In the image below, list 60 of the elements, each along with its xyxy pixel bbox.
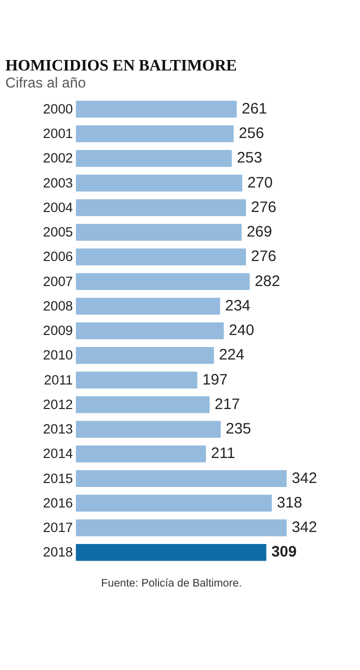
data-label: 342 [292,470,318,487]
y-tick-label: 2016 [42,495,73,510]
data-label: 234 [225,297,250,314]
y-tick-label: 2015 [42,470,73,486]
data-label: 261 [242,100,268,118]
source-note: Fuente: Policía de Baltimore. [101,578,242,590]
bar [76,544,266,561]
data-label: 197 [202,371,228,388]
bar [76,174,242,192]
bar [76,322,224,340]
bar [76,150,232,167]
y-tick-label: 2012 [42,396,73,412]
data-label: 240 [228,322,254,340]
data-label: 217 [214,396,240,413]
bar [76,273,250,290]
y-tick-label: 2017 [42,520,73,536]
y-tick-label: 2001 [42,126,73,142]
bar [76,470,287,488]
y-tick-label: 2000 [42,101,73,116]
y-tick-label: 2006 [42,249,73,264]
chart-subtitle: Cifras al año [5,76,86,92]
y-tick-label: 2003 [42,175,73,190]
data-label: 269 [246,224,272,241]
chart-title: HOMICIDIOS EN BALTIMORE [5,58,237,75]
y-tick-label: 2004 [42,200,74,215]
bar [76,100,237,118]
y-tick-label: 2007 [42,274,73,289]
bar [76,494,272,512]
data-label: 235 [226,420,252,438]
y-tick-label: 2013 [42,422,73,437]
y-tick-label: 2010 [42,348,73,363]
data-label: 318 [276,494,302,512]
y-tick-label: 2014 [42,446,74,462]
bar [76,248,246,266]
data-label: 270 [247,174,273,192]
data-label: 224 [218,346,244,364]
y-tick-label: 2005 [42,224,73,240]
data-label: 211 [210,445,236,462]
bar [76,446,206,462]
bar [76,372,198,389]
y-tick-label: 2002 [42,150,73,166]
data-label: 342 [292,519,318,536]
bar [76,298,220,315]
data-label: 276 [251,248,276,266]
data-label: 309 [271,544,297,561]
y-tick-label: 2008 [42,298,73,314]
data-label: 282 [254,272,280,290]
data-label: 253 [236,150,262,167]
bar [76,396,210,414]
bar [76,347,214,364]
bar [76,420,221,438]
data-label: 256 [238,125,264,142]
bar [76,519,287,536]
bar [76,224,242,241]
bar [76,125,234,142]
data-label: 276 [251,198,276,216]
y-tick-label: 2009 [42,323,73,338]
y-tick-label: 2011 [44,372,73,388]
y-tick-label: 2018 [42,544,73,560]
bar [76,199,246,216]
